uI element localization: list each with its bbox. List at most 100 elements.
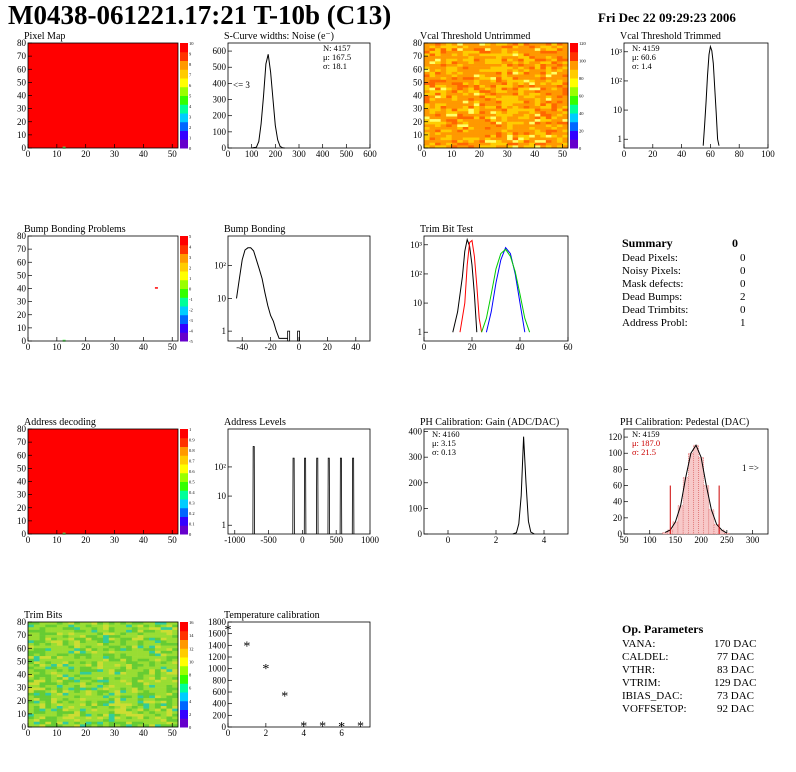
map-cell bbox=[479, 77, 486, 81]
map-cell bbox=[62, 703, 69, 707]
map-cell bbox=[33, 666, 40, 670]
map-cell bbox=[551, 45, 558, 49]
map-cell bbox=[97, 669, 104, 673]
map-cell bbox=[149, 624, 156, 628]
map-cell bbox=[51, 703, 58, 707]
chart-ph-gain: PH Calibration: Gain (ADC/DAC)0 2 40100200… bbox=[409, 417, 569, 545]
map-cell bbox=[429, 90, 436, 94]
op-param-label: VANA: bbox=[622, 638, 656, 650]
map-cell bbox=[62, 645, 69, 649]
map-cell bbox=[440, 137, 447, 141]
map-cell bbox=[451, 103, 458, 107]
map-cell bbox=[33, 724, 40, 728]
map-cell bbox=[490, 61, 497, 65]
map-cell bbox=[440, 43, 447, 46]
map-cell bbox=[457, 124, 464, 128]
map-cell bbox=[512, 129, 519, 133]
map-cell bbox=[496, 79, 502, 83]
y-tick-label: 200 bbox=[213, 710, 227, 720]
map-cell bbox=[131, 643, 138, 646]
map-cell bbox=[114, 658, 121, 662]
map-cell bbox=[114, 666, 121, 670]
map-cell bbox=[79, 658, 86, 662]
chart-title: Temperature calibration bbox=[224, 610, 320, 621]
y-tick-label: 0 bbox=[222, 143, 227, 153]
map-cell bbox=[440, 108, 447, 112]
map-cell bbox=[103, 627, 110, 631]
map-cell bbox=[143, 627, 150, 631]
map-cell bbox=[149, 664, 156, 667]
colorbar-segment bbox=[180, 499, 188, 509]
map-cell bbox=[496, 116, 502, 120]
map-cell bbox=[166, 622, 173, 625]
map-cell bbox=[556, 50, 563, 54]
map-cell bbox=[154, 724, 161, 728]
map-cell bbox=[468, 113, 475, 117]
map-cell bbox=[126, 640, 133, 644]
map-cell bbox=[108, 653, 115, 657]
map-cell bbox=[103, 674, 110, 678]
map-cell bbox=[468, 48, 475, 52]
y-tick-label: 60 bbox=[613, 481, 623, 491]
map-cell bbox=[51, 695, 58, 699]
map-cell bbox=[534, 106, 541, 109]
map-cell bbox=[468, 87, 475, 91]
map-cell bbox=[56, 664, 63, 667]
map-cell bbox=[51, 700, 58, 704]
map-cell bbox=[68, 687, 75, 691]
map-cell bbox=[45, 622, 52, 625]
map-cell bbox=[74, 719, 81, 723]
map-cell bbox=[149, 653, 156, 657]
map-cell bbox=[534, 87, 541, 91]
map-cell bbox=[56, 637, 63, 641]
map-cell bbox=[429, 66, 436, 70]
map-cell bbox=[501, 58, 508, 62]
map-cell bbox=[172, 716, 179, 720]
map-cell bbox=[534, 92, 541, 96]
chart-vcal-untrimmed: Vcal Threshold Untrimmed0204060801001200… bbox=[413, 31, 587, 159]
map-cell bbox=[172, 682, 179, 686]
map-cell bbox=[143, 692, 150, 696]
map-cell bbox=[166, 671, 173, 675]
map-cell bbox=[446, 92, 452, 96]
x-tick-label: 500 bbox=[340, 149, 354, 159]
map-cell bbox=[114, 669, 121, 673]
map-cell bbox=[435, 74, 441, 78]
map-cell bbox=[446, 137, 452, 141]
map-cell bbox=[473, 113, 480, 117]
map-cell bbox=[91, 624, 98, 628]
map-cell bbox=[39, 721, 46, 725]
map-cell bbox=[79, 690, 86, 694]
map-cell bbox=[33, 679, 40, 683]
map-cell bbox=[45, 648, 52, 652]
map-cell bbox=[97, 685, 104, 688]
map-cell bbox=[424, 100, 430, 104]
map-cell bbox=[551, 132, 558, 136]
map-cell bbox=[507, 48, 513, 52]
map-cell bbox=[172, 653, 179, 657]
map-cell bbox=[446, 127, 452, 130]
map-cell bbox=[479, 53, 486, 57]
map-cell bbox=[79, 671, 86, 675]
map-cell bbox=[490, 50, 497, 54]
map-cell bbox=[446, 77, 452, 81]
map-cell bbox=[424, 140, 430, 144]
stat-line: μ: 187.0 bbox=[632, 438, 660, 448]
y-tick-label: 60 bbox=[413, 64, 423, 74]
map-cell bbox=[108, 713, 115, 717]
colorbar-segment bbox=[180, 253, 188, 263]
map-cell bbox=[490, 129, 497, 133]
map-cell bbox=[149, 698, 156, 702]
map-cell bbox=[79, 674, 86, 678]
page-title: M0438-061221.17:21 T-10b (C13) bbox=[8, 0, 392, 30]
map-cell bbox=[137, 658, 144, 662]
map-cell bbox=[523, 82, 530, 86]
map-cell bbox=[545, 64, 552, 67]
map-cell bbox=[45, 674, 52, 678]
map-cell bbox=[518, 64, 524, 67]
map-cell bbox=[490, 79, 497, 83]
map-cell bbox=[33, 692, 40, 696]
map-cell bbox=[479, 134, 486, 138]
map-cell bbox=[457, 69, 464, 73]
map-cell bbox=[51, 648, 58, 652]
